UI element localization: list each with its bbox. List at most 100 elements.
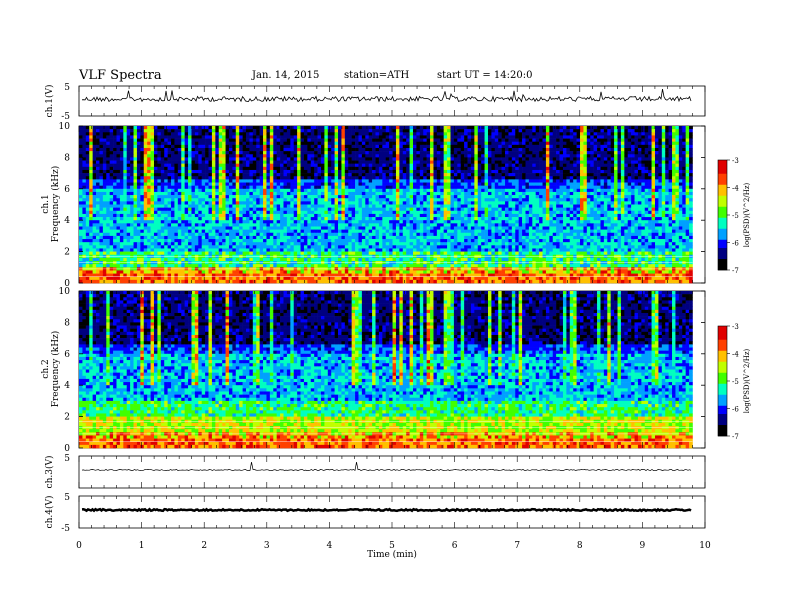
spectrogram-cell [545,157,550,161]
spectrogram-cell [79,169,83,174]
spectrogram-cell [140,188,145,193]
spectrogram-cell [539,185,543,190]
spectrogram-cell [96,129,100,133]
spectrogram-cell [457,176,462,180]
spectrogram-cell [474,157,479,161]
spectrogram-cell [215,147,220,152]
spectrogram-cell [215,188,220,193]
spectrogram-cell [641,144,646,149]
spectrogram-cell [307,138,312,142]
spectrogram-cell [672,169,676,174]
spectrogram-cell [123,201,128,205]
spectrogram-cell [624,132,629,136]
spectrogram-cell [116,201,121,205]
spectrogram-cell [566,201,571,205]
spectrogram-cell [644,160,649,164]
spectrogram-cell [256,138,260,142]
spectrogram-cell [654,141,659,146]
spectrogram-cell [624,166,629,171]
spectrogram-cell [242,176,247,180]
spectrogram-cell [341,201,346,205]
spectrogram-cell [453,210,458,215]
spectrogram-cell [423,179,427,183]
spectrogram-cell [624,126,629,130]
spectrogram-cell [239,173,243,177]
spectrogram-cell [525,138,530,142]
spectrogram-cell [665,173,669,177]
spectrogram-cell [617,204,622,208]
spectrogram-cell [539,176,543,180]
spectrogram-cell [634,157,639,161]
spectrogram-cell [181,151,185,155]
spectrogram-cell [511,135,516,139]
spectrogram-cell [314,151,318,155]
spectrogram-cell [273,179,277,183]
spectrogram-cell [215,198,220,202]
spectrogram-cell [498,179,502,183]
spectrogram-cell [569,173,574,177]
spectrogram-cell [470,207,475,212]
ch1-ytick-5: 5 [64,83,70,93]
spectrogram-cell [102,198,107,202]
spectrogram-cell [96,195,100,199]
spectrogram-cell [123,157,128,161]
spectrogram-cell [160,182,165,186]
spectrogram-cell [242,141,247,146]
spectrogram-cell [341,195,346,199]
spectrogram-cell [164,182,168,186]
spectrogram-cell [113,147,117,152]
spectrogram-cell [464,188,468,193]
spectrogram-cell [409,135,414,139]
spectrogram-cell [539,173,543,177]
spectrogram-cell [215,207,220,212]
spectrogram-cell [430,132,434,136]
spectrogram-cell [372,163,376,168]
spectrogram-cell [119,163,124,168]
spectrogram-cell [576,198,581,202]
spectrogram-cell [92,126,97,130]
spectrogram-cell [320,157,325,161]
spectrogram-cell [249,182,254,186]
spectrogram-cell [641,191,646,196]
spectrogram-cell [678,204,683,208]
spectrogram-cell [314,144,318,149]
spectrogram-cell [580,169,584,174]
spectrogram-cell [607,147,611,152]
spectrogram-cell [235,191,240,196]
spectrogram-cell [123,163,128,168]
spectrogram-cell [191,166,196,171]
spectrogram-cell [246,195,250,199]
spectrogram-cell [409,154,414,158]
spectrogram-cell [171,126,175,130]
spectrogram-cell [617,151,622,155]
spectrogram-cell [457,126,462,130]
spectrogram-cell [484,135,489,139]
spectrogram-cell [361,166,366,171]
spectrogram-cell [395,169,400,174]
spectrogram-cell [218,198,223,202]
spectrogram-cell [607,151,611,155]
spectrogram-cell [464,198,468,202]
spectrogram-cell [286,126,291,130]
spectrogram-cell [573,195,577,199]
spectrogram-cell [501,135,506,139]
spectrogram-cell [457,169,462,174]
spectrogram-cell [436,210,441,215]
spectrogram-cell [620,166,625,171]
spectrogram-cell [365,173,369,177]
spectrogram-cell [164,179,168,183]
spectrogram-cell [532,126,536,130]
spectrogram-cell [79,198,83,202]
spectrogram-cell [177,141,182,146]
spectrogram-cell [545,207,550,212]
spectrogram-cell [423,163,427,168]
spectrogram-cell [273,141,277,146]
spectrogram-cell [177,144,182,149]
spectrogram-cell [590,144,594,149]
spectrogram-cell [198,179,202,183]
spectrogram-cell [300,169,305,174]
spectrogram-cell [467,141,472,146]
spectrogram-cell [79,132,83,136]
spectrogram-cell [191,179,196,183]
spectrogram-cell [409,207,414,212]
